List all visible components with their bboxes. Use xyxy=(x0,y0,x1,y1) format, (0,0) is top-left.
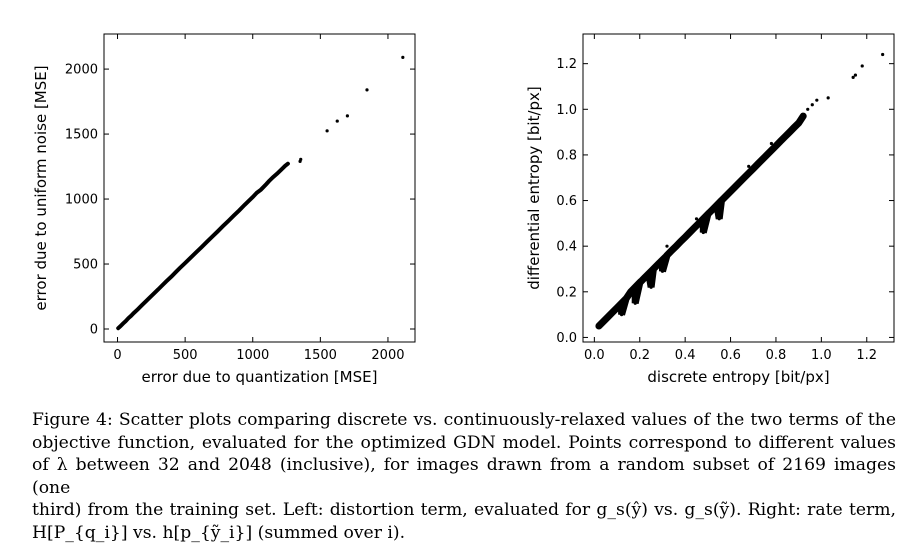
figure-4: 0 500 1000 1500 2000 0 500 1000 1500 2000 error du… xyxy=(32,33,895,386)
left-data-point xyxy=(299,157,303,162)
left-scatter-plot: 0 500 1000 1500 2000 0 500 1000 1500 2000 error du… xyxy=(32,33,416,386)
right-data-point xyxy=(826,96,830,100)
right-y-axis-label: differential entropy [bit/px] xyxy=(525,86,543,290)
right-x-tick-label: 0.8 xyxy=(766,348,787,363)
figure-caption: Figure 4: Scatter plots comparing discre… xyxy=(32,409,896,544)
caption-line-5: H[P_{q_i}] vs. h[p_{ỹ_i}] (summed over i… xyxy=(32,522,406,543)
right-x-tick-label: 1.2 xyxy=(856,348,877,363)
left-x-tick-label: 0 xyxy=(113,348,121,363)
right-data-point xyxy=(747,164,751,168)
left-data-point xyxy=(325,129,329,133)
right-dense-point-band xyxy=(595,112,807,330)
right-y-tick-label: 0.4 xyxy=(556,240,577,255)
right-y-tick-label: 1.2 xyxy=(556,57,577,72)
left-x-tick-label: 1000 xyxy=(236,348,269,363)
left-y-tick-label: 0 xyxy=(90,323,98,338)
left-x-tick-label: 2000 xyxy=(371,348,404,363)
left-x-tick-label: 1500 xyxy=(304,348,337,363)
caption-line-1: Figure 4: Scatter plots comparing discre… xyxy=(32,410,896,430)
right-x-tick-label: 1.0 xyxy=(811,348,832,363)
right-y-tick-label: 0.2 xyxy=(556,285,577,300)
right-scatter-plot: 0.0 0.2 0.4 0.6 0.8 1.0 1.2 0.0 0.2 0.4 0.6 0.8 1.0 1… xyxy=(525,33,895,386)
left-y-tick-label: 500 xyxy=(73,258,98,273)
right-data-point xyxy=(665,244,669,248)
left-y-axis-label: error due to uniform noise [MSE] xyxy=(32,65,50,310)
right-x-tick-label: 0.6 xyxy=(720,348,741,363)
right-y-tick-label: 0.6 xyxy=(556,194,577,209)
right-data-point xyxy=(810,103,814,107)
left-x-tick-label: 500 xyxy=(173,348,198,363)
right-data-point xyxy=(815,98,819,102)
right-x-tick-label: 0.4 xyxy=(675,348,696,363)
right-x-axis-label: discrete entropy [bit/px] xyxy=(647,368,829,386)
left-data-point xyxy=(365,88,369,92)
caption-line-3: of λ between 32 and 2048 (inclusive), fo… xyxy=(32,455,896,498)
right-plot-frame xyxy=(582,33,895,343)
right-data-point xyxy=(806,107,810,111)
left-data-point xyxy=(401,55,405,59)
left-data-point xyxy=(335,119,339,123)
left-x-axis-label: error due to quantization [MSE] xyxy=(142,368,378,386)
right-x-tick-label: 0.0 xyxy=(584,348,605,363)
right-y-tick-label: 1.0 xyxy=(556,103,577,118)
right-data-point xyxy=(851,75,855,79)
caption-line-2: objective function, evaluated for the op… xyxy=(32,432,896,453)
left-y-tick-label: 1500 xyxy=(65,128,98,143)
right-y-tick-label: 0.8 xyxy=(556,148,577,163)
left-plot-frame xyxy=(103,33,416,343)
right-data-point xyxy=(853,73,858,77)
left-dense-point-band xyxy=(116,161,290,331)
right-data-point xyxy=(769,141,774,146)
right-data-point xyxy=(881,52,885,57)
left-data-point xyxy=(345,114,349,118)
right-data-point xyxy=(694,217,699,221)
left-y-tick-label: 1000 xyxy=(65,193,98,208)
left-y-tick-label: 2000 xyxy=(65,63,98,78)
right-y-tick-label: 0.0 xyxy=(556,331,577,346)
right-x-tick-label: 0.2 xyxy=(629,348,650,363)
caption-line-4: third) from the training set. Left: dist… xyxy=(32,500,896,520)
right-data-point xyxy=(860,64,864,68)
